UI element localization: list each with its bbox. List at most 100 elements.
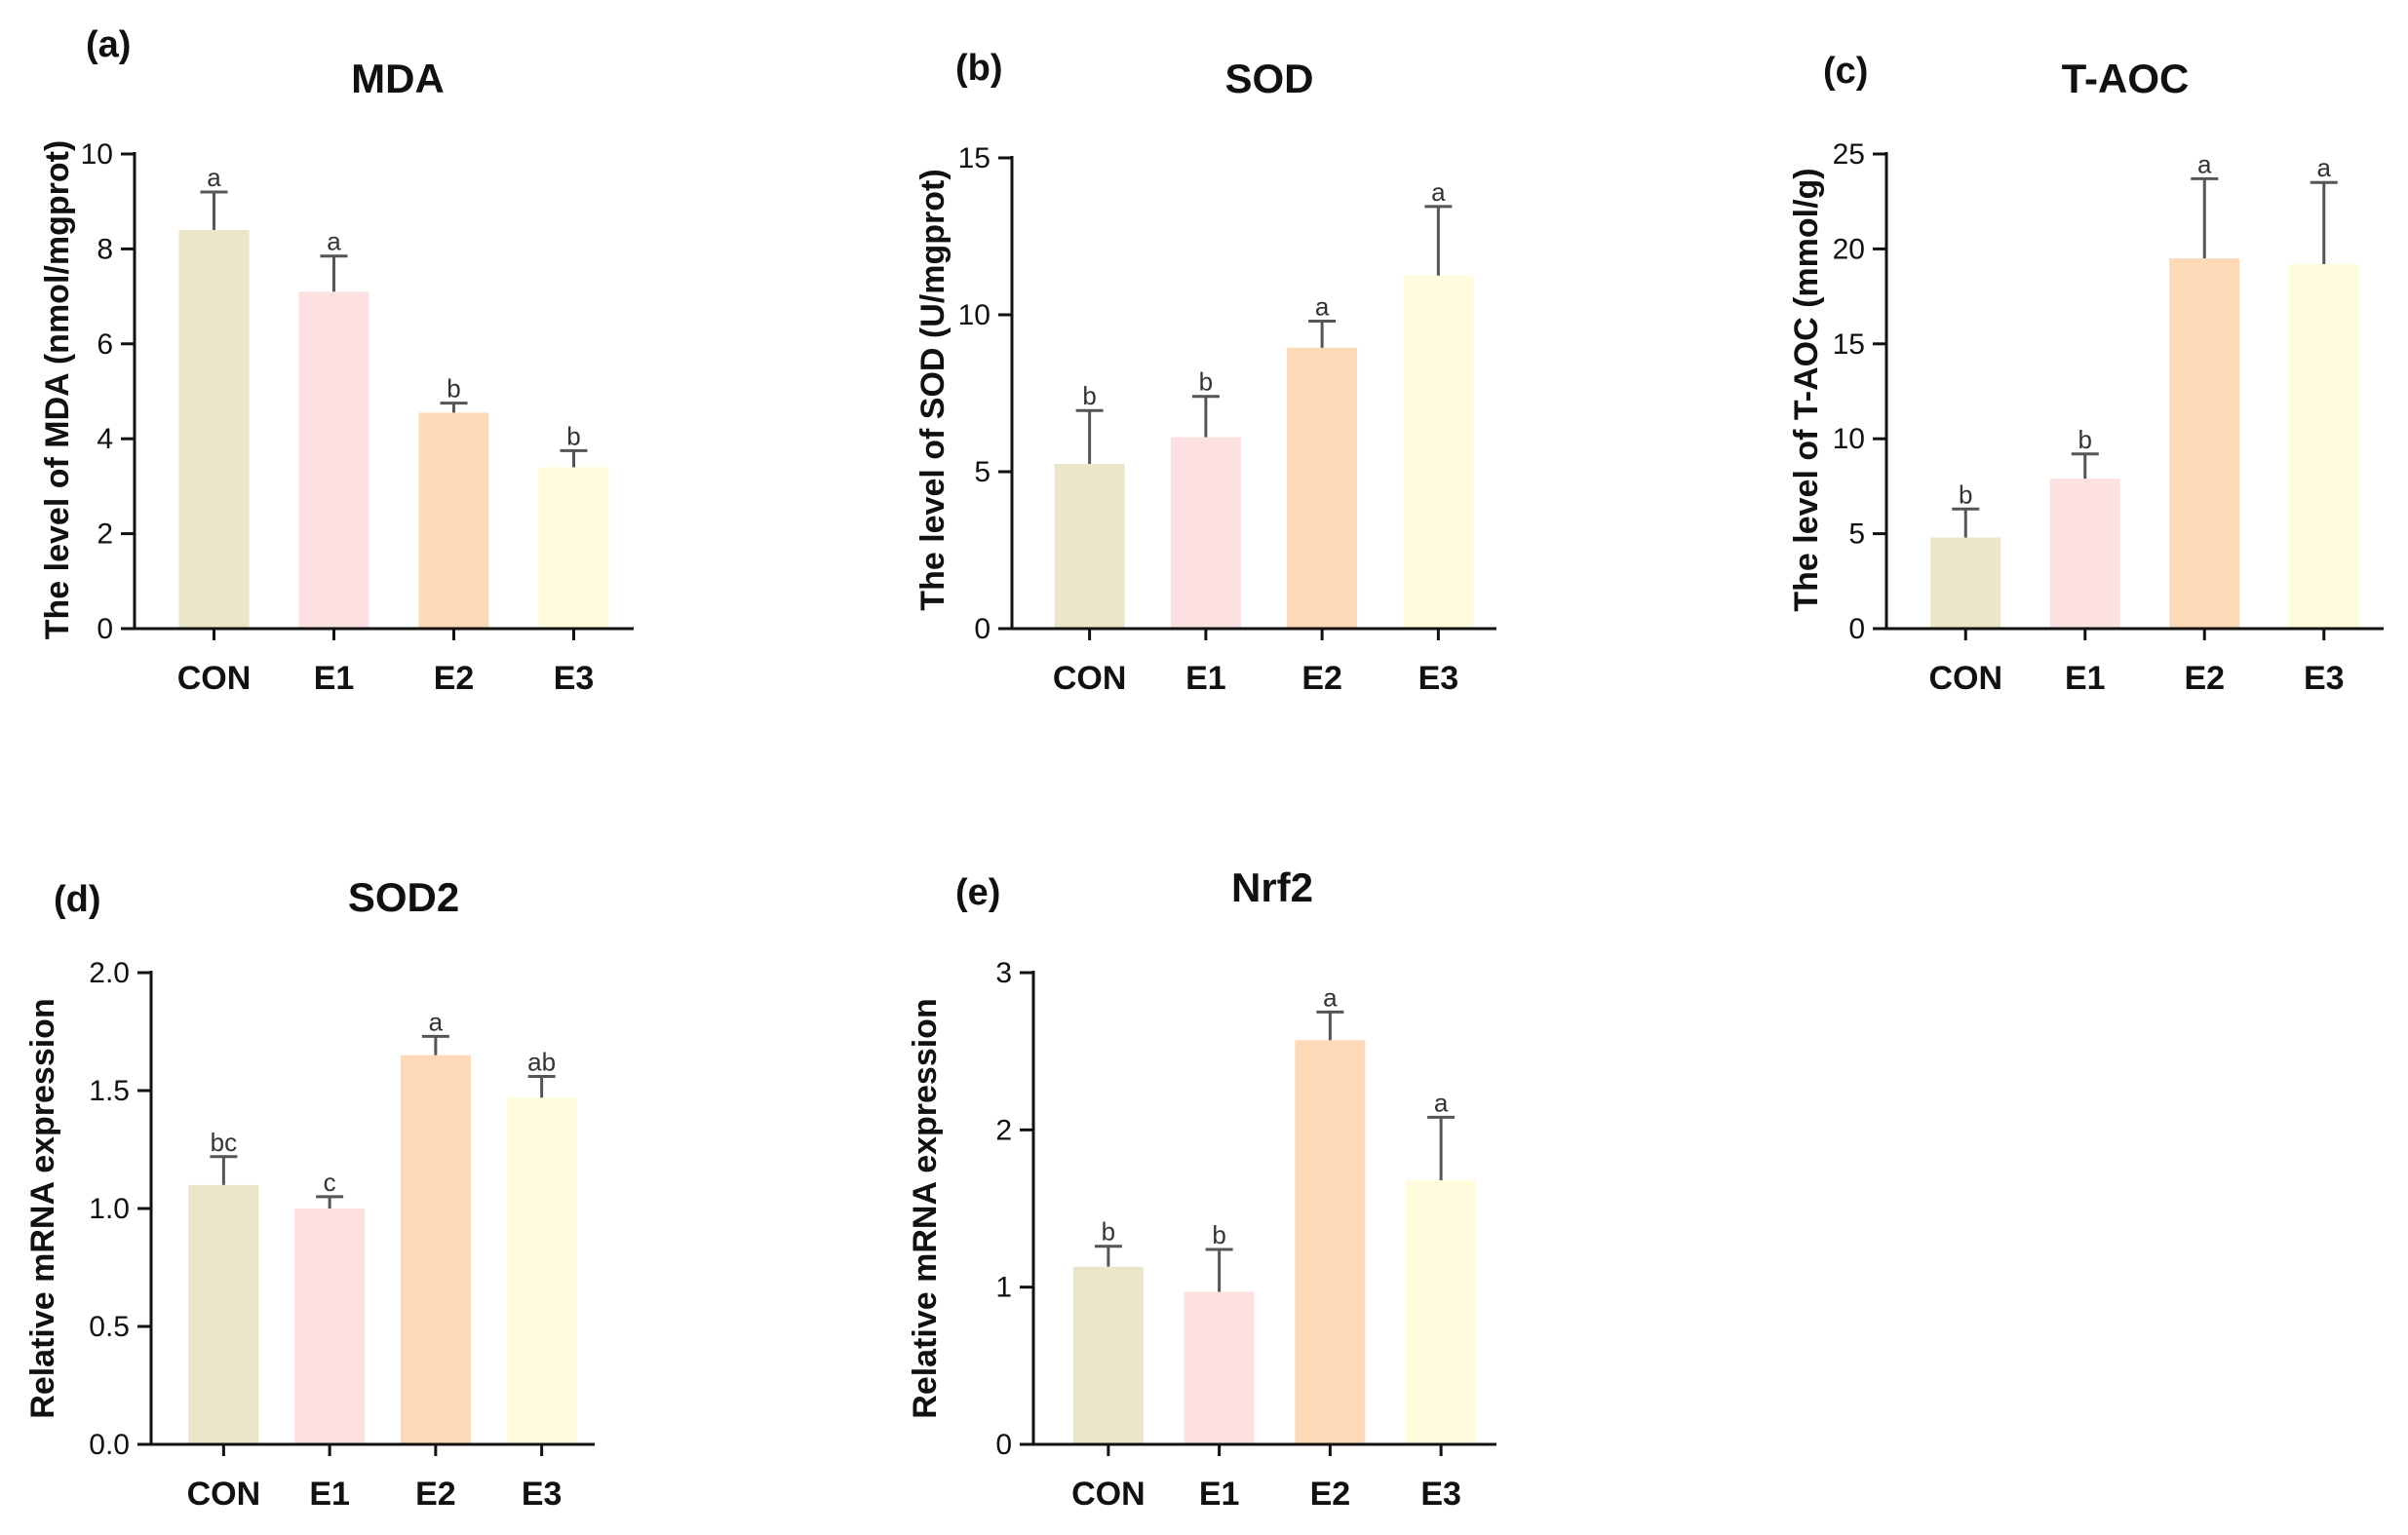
y-axis-label: The level of SOD (U/mgprot) <box>914 169 952 610</box>
chart-panel-t-aoc: (c) T-AOC The level of T-AOC (mmol/g) b CON b… <box>1788 51 2384 697</box>
bar-e2 <box>1295 1040 1366 1444</box>
significance-label: ab <box>527 1047 556 1076</box>
significance-label: b <box>1199 367 1213 397</box>
x-tick-label: CON <box>1928 660 2002 697</box>
significance-label: b <box>1212 1220 1225 1249</box>
y-tick-label: 1.5 <box>89 1075 130 1107</box>
x-tick-label: CON <box>187 1476 261 1513</box>
y-axis-label: The level of MDA (nmol/mgprot) <box>39 140 76 640</box>
bar-e1 <box>1170 437 1241 629</box>
chart-title: MDA <box>351 56 445 101</box>
chart-title: SOD <box>1224 56 1313 101</box>
panel-letter: (c) <box>1823 51 1868 92</box>
bar-e3 <box>538 467 609 629</box>
x-tick-label: E3 <box>1418 660 1459 697</box>
y-tick-label: 1.0 <box>89 1193 130 1225</box>
y-tick-label: 3 <box>995 957 1012 989</box>
y-tick-label: 10 <box>958 299 990 331</box>
x-tick-label: E1 <box>1199 1476 1240 1513</box>
chart-panel-nrf2: (e) Nrf2 Relative mRNA expression b CON b E1 a E… <box>907 864 1496 1513</box>
chart-panel-mda: (a) MDA The level of MDA (nmol/mgprot) a CON… <box>39 24 634 697</box>
bar-con <box>1930 537 2001 629</box>
bar-con <box>1054 463 1125 629</box>
chart-panel-sod2: (d) SOD2 Relative mRNA expression bc CON c E1 a… <box>24 874 595 1513</box>
significance-label: b <box>1959 480 1972 509</box>
y-tick-label: 5 <box>1848 518 1865 551</box>
x-tick-label: E3 <box>522 1476 563 1513</box>
x-tick-label: E2 <box>1310 1476 1351 1513</box>
y-tick-label: 1 <box>995 1272 1012 1304</box>
x-tick-label: E3 <box>2304 660 2345 697</box>
significance-label: a <box>1315 291 1330 321</box>
chart-panel-sod: (b) SOD The level of SOD (U/mgprot) b CON b E1… <box>914 48 1496 697</box>
significance-label: bc <box>211 1128 237 1157</box>
y-tick-label: 20 <box>1833 233 1865 265</box>
bar-e3 <box>2288 263 2359 629</box>
bar-con <box>188 1184 259 1444</box>
x-tick-label: E2 <box>415 1476 456 1513</box>
panel-letter: (a) <box>86 24 131 65</box>
x-tick-label: E3 <box>1420 1476 1461 1513</box>
significance-label: c <box>324 1168 336 1197</box>
significance-label: b <box>1082 381 1096 410</box>
y-tick-label: 5 <box>974 456 990 488</box>
x-tick-label: CON <box>177 660 252 697</box>
y-tick-label: 8 <box>97 233 113 265</box>
significance-label: a <box>327 227 341 256</box>
bar-e2 <box>418 412 489 629</box>
y-tick-label: 25 <box>1833 138 1865 171</box>
significance-label: a <box>2197 149 2212 178</box>
y-tick-label: 0.5 <box>89 1311 130 1343</box>
bar-e1 <box>294 1209 366 1444</box>
x-tick-label: E1 <box>1185 660 1226 697</box>
bar-e3 <box>1403 275 1474 629</box>
x-tick-label: CON <box>1071 1476 1146 1513</box>
x-tick-label: E1 <box>314 660 355 697</box>
y-tick-label: 10 <box>1833 423 1865 455</box>
significance-label: b <box>447 374 460 403</box>
y-tick-label: 0 <box>974 613 990 645</box>
significance-label: a <box>429 1007 444 1036</box>
y-tick-label: 10 <box>81 138 113 171</box>
x-tick-label: E1 <box>2065 660 2106 697</box>
y-tick-label: 2 <box>97 518 113 551</box>
x-tick-label: E2 <box>1301 660 1342 697</box>
x-tick-label: E1 <box>309 1476 350 1513</box>
significance-label: a <box>1434 1088 1449 1117</box>
bar-e2 <box>1287 347 1358 629</box>
bar-e3 <box>1406 1179 1477 1444</box>
significance-label: a <box>1431 177 1446 207</box>
x-tick-label: CON <box>1053 660 1127 697</box>
significance-label: b <box>1102 1217 1115 1247</box>
y-tick-label: 2 <box>995 1114 1012 1146</box>
x-tick-label: E2 <box>434 660 475 697</box>
y-tick-label: 2.0 <box>89 957 130 989</box>
chart-title: T-AOC <box>2062 56 2190 101</box>
y-tick-label: 0 <box>97 613 113 645</box>
x-tick-label: E2 <box>2184 660 2225 697</box>
panel-letter: (b) <box>955 48 1003 89</box>
bar-con <box>178 229 250 630</box>
y-axis-label: Relative mRNA expression <box>24 998 61 1418</box>
y-tick-label: 0.0 <box>89 1429 130 1461</box>
bar-e1 <box>298 291 369 629</box>
y-tick-label: 15 <box>1833 328 1865 361</box>
y-tick-label: 4 <box>97 423 113 455</box>
chart-title: SOD2 <box>348 874 459 920</box>
significance-label: a <box>1323 982 1338 1012</box>
x-tick-label: E3 <box>554 660 595 697</box>
y-tick-label: 15 <box>958 142 990 174</box>
bar-con <box>1072 1266 1144 1444</box>
significance-label: a <box>207 163 221 192</box>
chart-title: Nrf2 <box>1231 864 1313 910</box>
bar-e2 <box>2169 258 2240 629</box>
bar-e1 <box>1184 1291 1255 1444</box>
significance-label: b <box>566 421 580 450</box>
panel-letter: (e) <box>955 872 1000 913</box>
bar-e3 <box>506 1097 577 1444</box>
bar-e2 <box>400 1055 471 1444</box>
y-tick-label: 0 <box>995 1429 1012 1461</box>
y-tick-label: 6 <box>97 328 113 361</box>
significance-label: b <box>2078 425 2092 454</box>
